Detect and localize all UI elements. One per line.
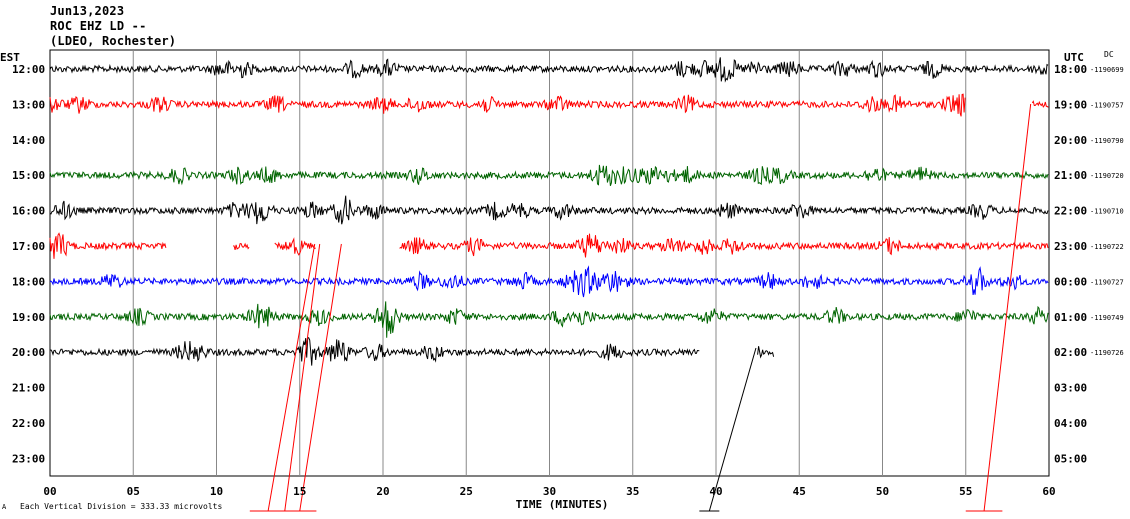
- utc-time-label: 20:00: [1054, 134, 1087, 147]
- dc-offset-label: -1190790: [1090, 137, 1124, 145]
- footnote-marker: A: [2, 503, 7, 511]
- trace-segment: [49, 57, 1049, 83]
- x-tick-label: 30: [543, 485, 556, 498]
- trace-segment: [1031, 100, 1049, 108]
- dc-offset-label: -1190720: [1090, 172, 1124, 180]
- dc-offset-label: -1190757: [1090, 101, 1124, 109]
- dc-offset-label: -1190699: [1090, 66, 1124, 74]
- spike-line: [267, 243, 316, 512]
- x-tick-label: 05: [127, 485, 140, 498]
- trace-segment: [233, 242, 250, 251]
- dc-offset-label: -1190726: [1090, 349, 1124, 357]
- right-zone-label: UTC: [1064, 51, 1084, 64]
- est-time-label: 19:00: [12, 311, 45, 324]
- utc-time-label: 19:00: [1054, 98, 1087, 111]
- utc-time-label: 22:00: [1054, 205, 1087, 218]
- x-tick-label: 00: [43, 485, 56, 498]
- trace-segment: [399, 233, 1049, 258]
- est-time-label: 18:00: [12, 275, 45, 288]
- x-tick-label: 10: [210, 485, 223, 498]
- dc-label: DC: [1104, 50, 1114, 59]
- left-zone-label: EST: [0, 51, 20, 64]
- x-tick-label: 50: [876, 485, 889, 498]
- station-label: ROC EHZ LD --: [50, 19, 147, 33]
- utc-time-label: 01:00: [1054, 311, 1087, 324]
- x-axis-title: TIME (MINUTES): [516, 498, 609, 511]
- utc-time-label: 23:00: [1054, 240, 1087, 253]
- est-time-label: 20:00: [12, 346, 45, 359]
- utc-time-label: 21:00: [1054, 169, 1087, 182]
- dc-offset-label: -1190722: [1090, 243, 1124, 251]
- x-tick-label: 45: [793, 485, 806, 498]
- trace-segment: [49, 164, 1049, 186]
- trace-segment: [49, 195, 1049, 225]
- trace-segment: [49, 232, 167, 259]
- x-tick-label: 35: [626, 485, 639, 498]
- spike-line: [299, 243, 342, 512]
- est-time-label: 13:00: [12, 98, 45, 111]
- est-time-label: 21:00: [12, 382, 45, 395]
- x-tick-label: 15: [293, 485, 306, 498]
- x-tick-label: 20: [376, 485, 389, 498]
- network-label: (LDEO, Rochester): [50, 34, 177, 48]
- utc-time-label: 03:00: [1054, 382, 1087, 395]
- est-time-label: 16:00: [12, 205, 45, 218]
- est-time-label: 22:00: [12, 417, 45, 430]
- trace-segment: [49, 337, 700, 366]
- trace-segment: [274, 237, 316, 256]
- est-time-label: 23:00: [12, 452, 45, 465]
- est-time-label: 14:00: [12, 134, 45, 147]
- dc-offset-label: -1190710: [1090, 208, 1124, 216]
- x-tick-label: 40: [709, 485, 722, 498]
- footnote: Each Vertical Division = 333.33 microvol…: [20, 502, 222, 511]
- spike-line: [708, 347, 757, 512]
- trace-segment: [757, 346, 775, 359]
- trace-segment: [49, 93, 966, 117]
- utc-time-label: 04:00: [1054, 417, 1087, 430]
- spike-line: [983, 103, 1032, 512]
- dc-offset-label: -1190727: [1090, 278, 1124, 286]
- est-time-label: 12:00: [12, 63, 45, 76]
- utc-time-label: 02:00: [1054, 346, 1087, 359]
- spike-line: [284, 243, 321, 512]
- utc-time-label: 00:00: [1054, 275, 1087, 288]
- dc-offset-label: -1190749: [1090, 314, 1124, 322]
- date-label: Jun13,2023: [50, 4, 125, 18]
- est-time-label: 15:00: [12, 169, 45, 182]
- trace-segment: [49, 301, 1049, 338]
- trace-segment: [49, 265, 1049, 298]
- est-time-label: 17:00: [12, 240, 45, 253]
- utc-time-label: 18:00: [1054, 63, 1087, 76]
- x-tick-label: 55: [959, 485, 972, 498]
- x-tick-label: 25: [460, 485, 473, 498]
- x-tick-label: 60: [1042, 485, 1055, 498]
- utc-time-label: 05:00: [1054, 452, 1087, 465]
